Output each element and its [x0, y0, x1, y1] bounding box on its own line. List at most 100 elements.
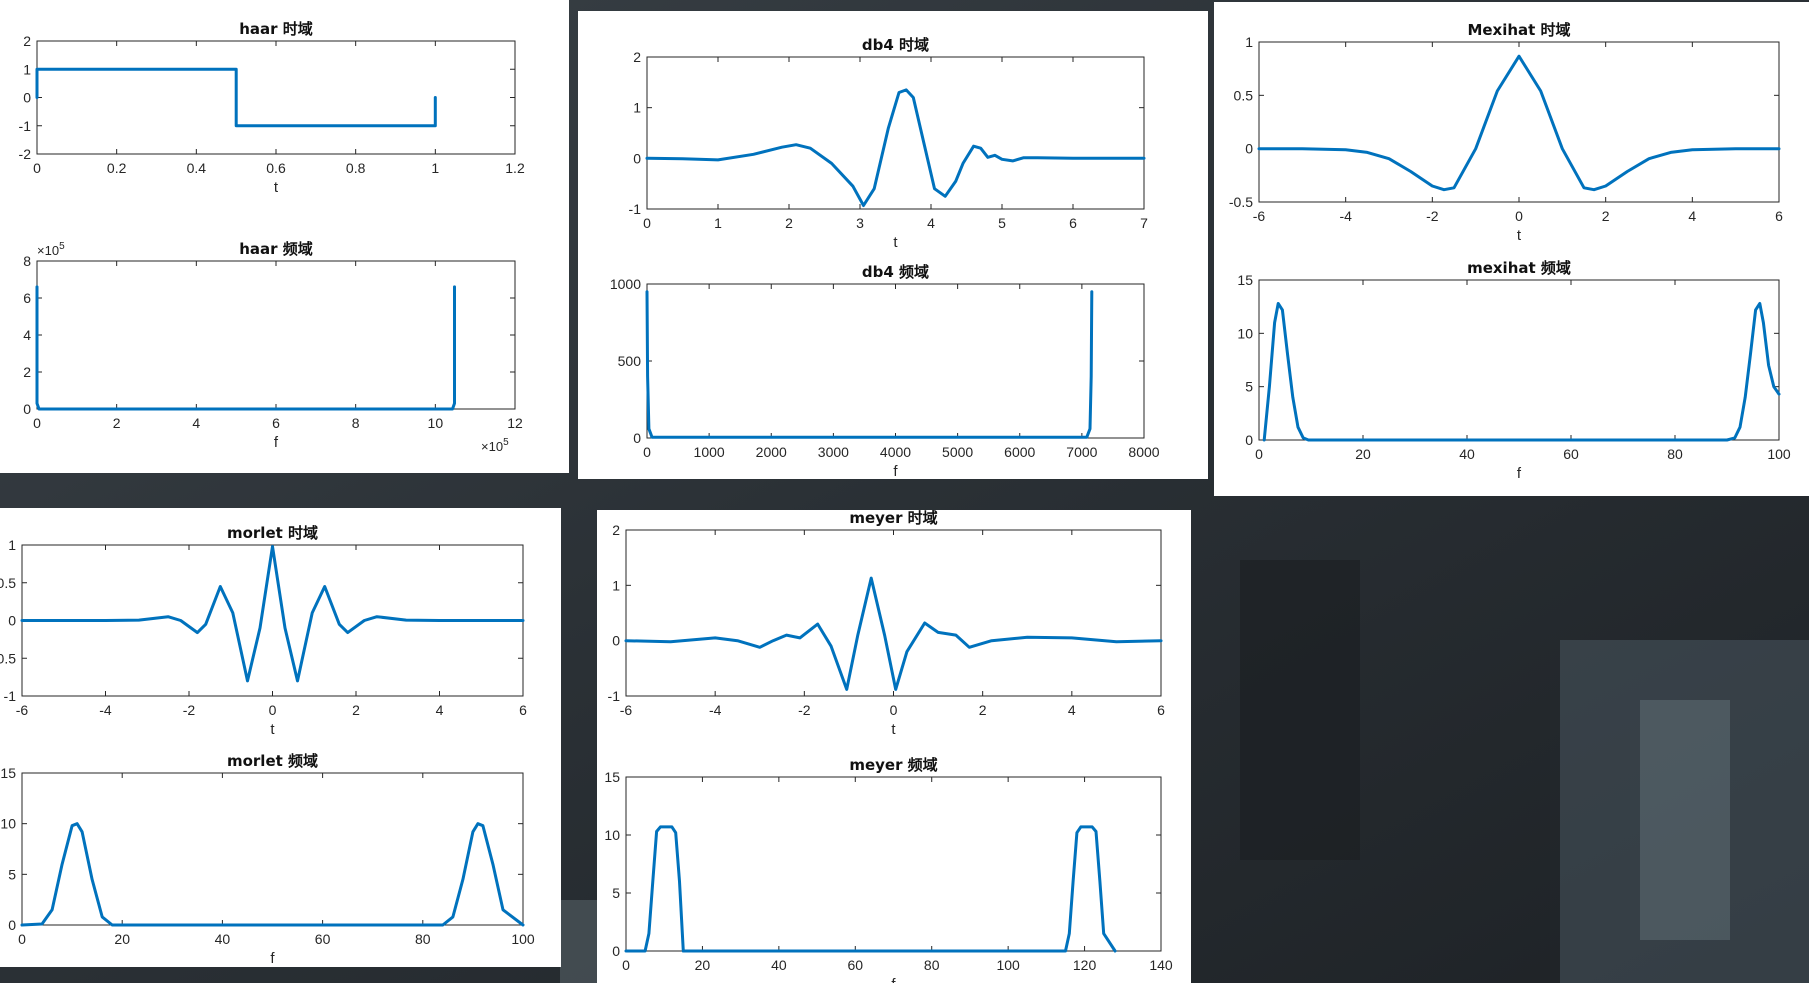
series-line — [35, 67, 437, 128]
x-tick-label: 60 — [847, 957, 863, 973]
x-tick-label: 3000 — [818, 444, 849, 460]
x-tick-label: 80 — [924, 957, 940, 973]
y-tick-label: 0 — [8, 917, 16, 933]
x-tick-label: 140 — [1149, 957, 1173, 973]
haar-freq-axes: 0 2 4 6 8 10 12 0 2 4 6 8 haar 频域 f ×105 ×105 — [23, 240, 523, 454]
x-tick-label: -2 — [1426, 208, 1439, 224]
chart-title: mexihat 频域 — [1467, 259, 1571, 277]
mexihat-freq-axes: 0 20 40 60 80 100 0 5 10 15 mexihat 频域 f — [1237, 259, 1790, 482]
y-tick-label: 6 — [23, 290, 31, 306]
y-tick-label: 0 — [612, 943, 620, 959]
y-tick-label: 1 — [633, 100, 641, 116]
x-tick-label: 20 — [1355, 446, 1371, 462]
series-line — [624, 576, 1163, 691]
x-tick-label: 20 — [114, 931, 130, 947]
y-tick-label: 0 — [633, 150, 641, 166]
y-exponent-label: ×105 — [37, 241, 65, 258]
y-tick-label: 4 — [23, 327, 31, 343]
x-tick-label: 60 — [1563, 446, 1579, 462]
axes-box — [646, 283, 1145, 439]
x-tick-label: 0 — [1515, 208, 1523, 224]
chart-title: meyer 频域 — [849, 756, 937, 774]
mexihat-figure-svg: -6 -4 -2 0 2 4 6 -0.5 0 0.5 1 Mexihat 时域 t 0 20 40 60 80… — [1229, 21, 1791, 482]
y-tick-label: 0 — [1245, 141, 1253, 157]
x-axis-label: t — [270, 721, 275, 738]
series-line — [35, 285, 456, 411]
x-tick-label: 0.4 — [187, 160, 207, 176]
x-tick-label: 1 — [714, 215, 722, 231]
morlet-figure-svg: -6 -4 -2 0 2 4 6 -1 -0.5 0 0.5 1 morlet 时域 t 0 20 40 60 8… — [0, 524, 535, 967]
y-tick-label: 0.5 — [0, 575, 16, 591]
x-tick-label: 4000 — [880, 444, 911, 460]
x-tick-label: 1000 — [694, 444, 725, 460]
morlet-freq-axes: 0 20 40 60 80 100 0 5 10 15 morlet 频域 f — [0, 752, 534, 967]
x-tick-label: 6 — [1157, 702, 1165, 718]
x-tick-label: 0.8 — [346, 160, 366, 176]
mexihat-time-axes: -6 -4 -2 0 2 4 6 -0.5 0 0.5 1 Mexihat 时域 t — [1229, 21, 1783, 244]
x-tick-label: 2 — [785, 215, 793, 231]
x-tick-label: -2 — [798, 702, 811, 718]
chart-title: meyer 时域 — [849, 509, 937, 527]
x-tick-label: 2 — [352, 702, 360, 718]
series-line — [624, 825, 1117, 953]
y-tick-label: 2 — [633, 49, 641, 65]
x-tick-label: 0.2 — [107, 160, 127, 176]
axes-box — [1258, 279, 1780, 441]
x-axis-label: t — [1517, 227, 1522, 244]
axes-box — [646, 56, 1145, 210]
chart-title: morlet 频域 — [227, 752, 318, 770]
axes-box — [625, 529, 1162, 697]
x-axis-label: t — [274, 179, 279, 196]
x-axis-label: f — [270, 950, 275, 967]
y-tick-label: 0 — [23, 401, 31, 417]
x-tick-label: 2 — [1602, 208, 1610, 224]
series-line — [1257, 54, 1781, 192]
y-tick-label: 0 — [633, 430, 641, 446]
x-tick-label: -6 — [16, 702, 29, 718]
axes-box — [625, 776, 1162, 952]
x-tick-label: 0 — [643, 215, 651, 231]
x-tick-label: 8000 — [1128, 444, 1159, 460]
y-tick-label: 1 — [8, 537, 16, 553]
x-tick-label: 0 — [890, 702, 898, 718]
y-tick-label: -0.5 — [0, 650, 16, 666]
x-tick-label: -6 — [1253, 208, 1266, 224]
series-line — [645, 88, 1146, 207]
x-tick-label: 6000 — [1004, 444, 1035, 460]
y-tick-label: 15 — [1237, 272, 1253, 288]
x-tick-label: 80 — [1667, 446, 1683, 462]
x-tick-label: -4 — [99, 702, 112, 718]
y-tick-label: 500 — [618, 353, 642, 369]
x-tick-label: 2 — [113, 415, 121, 431]
x-axis-label: f — [891, 976, 896, 983]
y-tick-label: -1 — [608, 688, 621, 704]
y-tick-label: 1 — [23, 61, 31, 77]
x-tick-label: 0 — [18, 931, 26, 947]
chart-title: haar 频域 — [239, 240, 313, 258]
x-tick-label: 5000 — [942, 444, 973, 460]
x-tick-label: 1 — [431, 160, 439, 176]
x-tick-label: 4 — [192, 415, 200, 431]
axes-box — [1258, 41, 1780, 203]
x-tick-label: 6 — [519, 702, 527, 718]
y-tick-label: 2 — [612, 522, 620, 538]
x-tick-label: 2000 — [756, 444, 787, 460]
figure-meyer: -6 -4 -2 0 2 4 6 -1 0 1 2 meyer 时域 t 0 20 40 60 80 100 120… — [597, 509, 1191, 983]
x-tick-label: 3 — [856, 215, 864, 231]
x-tick-label: 4 — [927, 215, 935, 231]
y-tick-label: -1 — [629, 201, 642, 217]
x-tick-label: 0 — [622, 957, 630, 973]
x-tick-label: 0 — [1255, 446, 1263, 462]
y-tick-label: -2 — [19, 146, 32, 162]
x-tick-label: 4 — [436, 702, 444, 718]
x-axis-label: f — [1517, 465, 1522, 482]
x-tick-label: -2 — [183, 702, 196, 718]
figure-morlet: -6 -4 -2 0 2 4 6 -1 -0.5 0 0.5 1 morlet 时域 t 0 20 40 60 8… — [0, 508, 561, 967]
x-axis-label: t — [893, 234, 898, 251]
y-tick-label: -0.5 — [1229, 194, 1253, 210]
meyer-freq-axes: 0 20 40 60 80 100 120 140 0 5 10 15 meyer 频域 f — [604, 756, 1172, 983]
y-tick-label: 1000 — [610, 276, 641, 292]
x-tick-label: 120 — [1073, 957, 1097, 973]
